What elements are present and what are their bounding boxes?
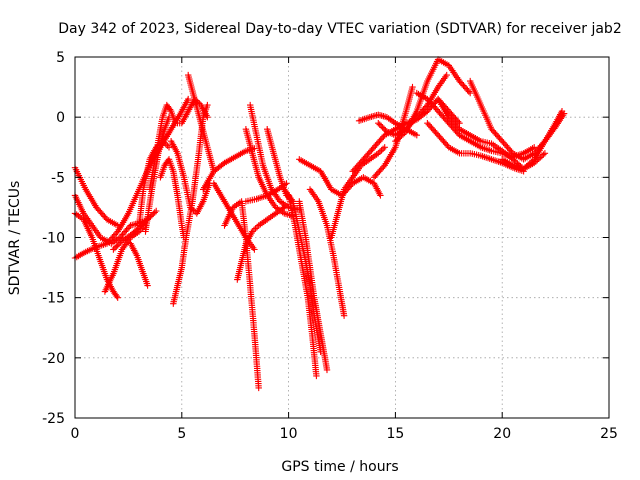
series-track-u bbox=[247, 101, 303, 213]
series-track-l bbox=[167, 138, 213, 217]
plus-markers bbox=[392, 56, 474, 145]
plus-markers bbox=[146, 95, 211, 193]
plus-markers bbox=[285, 192, 320, 380]
y-axis-label: SDTVAR / TECUs bbox=[7, 181, 23, 296]
plus-markers bbox=[210, 180, 258, 253]
plus-markers bbox=[167, 138, 213, 217]
plus-markers bbox=[413, 89, 538, 161]
plus-markers bbox=[328, 144, 388, 241]
x-tick-label: 15 bbox=[386, 426, 404, 442]
x-tick-label: 25 bbox=[600, 426, 618, 442]
y-tick-label: 5 bbox=[56, 50, 65, 66]
plus-markers bbox=[71, 164, 121, 229]
series-track-al bbox=[499, 108, 566, 173]
series-track-ah bbox=[413, 89, 538, 161]
series-track-ab bbox=[328, 144, 388, 241]
plus-markers bbox=[200, 145, 258, 193]
plus-markers bbox=[247, 101, 303, 213]
plus-markers bbox=[306, 186, 348, 319]
x-axis-label: GPS time / hours bbox=[281, 459, 398, 475]
chart-title: Day 342 of 2023, Sidereal Day-to-day VTE… bbox=[58, 21, 621, 37]
y-tick-label: -25 bbox=[42, 411, 65, 427]
plus-markers bbox=[157, 156, 188, 241]
y-tick-label: 0 bbox=[56, 110, 65, 126]
series-track-aa bbox=[306, 186, 348, 319]
series-track-o bbox=[200, 145, 258, 193]
x-tick-label: 0 bbox=[71, 426, 80, 442]
series-track-k bbox=[157, 156, 188, 241]
y-tick-label: -20 bbox=[42, 351, 65, 367]
plus-markers bbox=[499, 108, 566, 173]
grid-lines bbox=[75, 57, 609, 418]
plus-markers bbox=[467, 77, 568, 163]
series-track-n bbox=[185, 71, 217, 175]
plus-markers bbox=[127, 240, 151, 289]
plus-markers bbox=[185, 71, 217, 175]
series-track-r bbox=[234, 204, 288, 283]
series-track-j bbox=[146, 95, 211, 193]
series-track-y bbox=[285, 192, 320, 380]
plus-markers bbox=[242, 126, 297, 219]
series-track-af bbox=[375, 71, 450, 139]
series-track-t bbox=[242, 126, 297, 219]
x-tick-label: 10 bbox=[280, 426, 298, 442]
series-track-ag bbox=[392, 56, 474, 145]
y-tick-label: -10 bbox=[42, 231, 65, 247]
series-track-g bbox=[127, 240, 151, 289]
x-tick-label: 20 bbox=[493, 426, 511, 442]
plus-markers bbox=[234, 204, 288, 283]
series-track-p bbox=[210, 180, 258, 253]
series-track-ak bbox=[467, 77, 568, 163]
y-tick-label: -15 bbox=[42, 291, 65, 307]
series-track-x bbox=[296, 198, 331, 374]
data-marks bbox=[71, 56, 568, 392]
x-tick-label: 5 bbox=[177, 426, 186, 442]
plus-markers bbox=[375, 71, 450, 139]
y-tick-label: -5 bbox=[51, 170, 65, 186]
series-track-a bbox=[71, 164, 121, 229]
plus-markers bbox=[296, 198, 331, 374]
axis-ticks: 0 5 10 15 20 25 -25 -20 -15 -10 -5 0 5 bbox=[42, 50, 618, 442]
